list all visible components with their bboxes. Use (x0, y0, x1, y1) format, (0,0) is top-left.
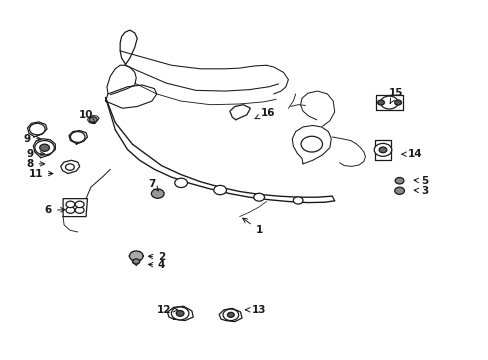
Circle shape (223, 309, 238, 320)
Text: 9: 9 (24, 134, 41, 144)
Text: 3: 3 (413, 186, 427, 196)
Text: 12: 12 (157, 305, 177, 315)
Text: 15: 15 (387, 88, 402, 104)
Text: 4: 4 (148, 260, 165, 270)
Circle shape (378, 147, 386, 153)
Circle shape (65, 164, 74, 170)
Circle shape (213, 185, 226, 195)
Text: 11: 11 (28, 168, 53, 179)
Circle shape (394, 177, 403, 184)
Circle shape (380, 96, 397, 109)
Circle shape (89, 117, 97, 123)
Circle shape (66, 201, 75, 208)
Circle shape (377, 100, 384, 105)
Text: 16: 16 (255, 108, 275, 119)
Circle shape (75, 201, 84, 208)
Text: 14: 14 (401, 149, 422, 159)
Text: 1: 1 (242, 218, 262, 235)
Circle shape (227, 312, 234, 318)
Text: 8: 8 (26, 159, 44, 169)
Circle shape (174, 178, 187, 188)
Circle shape (29, 123, 45, 135)
Circle shape (176, 311, 183, 316)
Text: 10: 10 (79, 111, 96, 123)
Circle shape (373, 143, 391, 156)
Circle shape (171, 307, 188, 320)
Circle shape (40, 144, 49, 151)
Text: 13: 13 (245, 305, 266, 315)
Text: 2: 2 (148, 252, 165, 262)
Circle shape (70, 132, 85, 142)
Text: 5: 5 (413, 176, 427, 186)
Circle shape (394, 100, 401, 105)
Circle shape (35, 140, 54, 155)
Text: 7: 7 (148, 179, 158, 191)
Circle shape (151, 189, 163, 198)
Text: 9: 9 (26, 149, 44, 159)
Circle shape (133, 259, 140, 264)
Circle shape (66, 207, 75, 213)
Circle shape (394, 187, 404, 194)
Circle shape (253, 193, 264, 201)
Circle shape (129, 251, 143, 261)
Circle shape (75, 207, 84, 213)
Text: 6: 6 (45, 206, 65, 216)
Circle shape (293, 197, 303, 204)
